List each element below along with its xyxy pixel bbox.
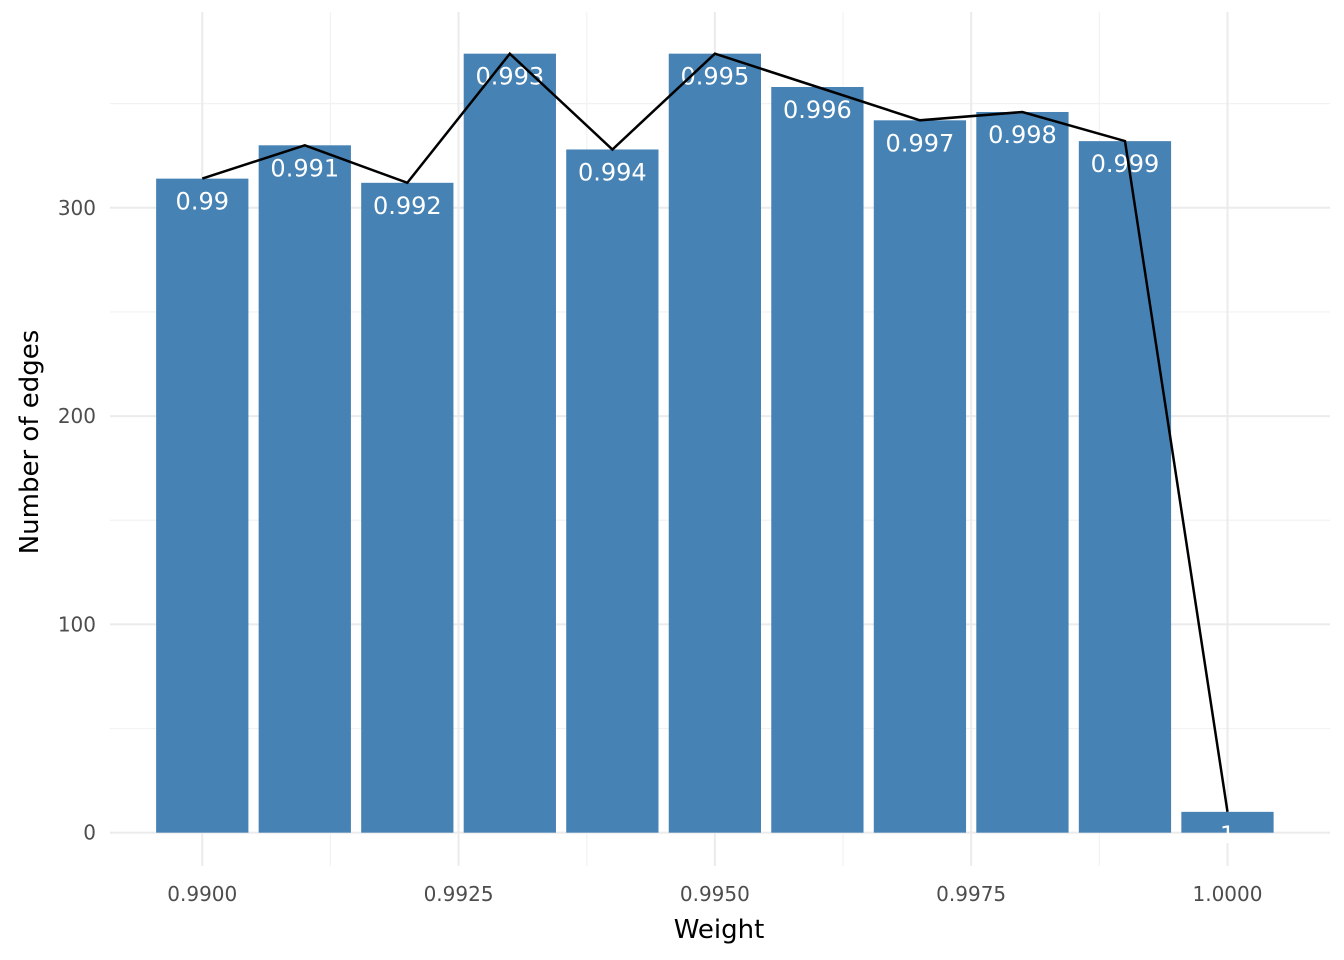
x-tick-label: 0.9925: [424, 882, 494, 906]
bar: [976, 111, 1069, 833]
bar: [361, 182, 454, 833]
bar: [566, 149, 659, 833]
y-tick-label: 300: [58, 196, 96, 220]
bar-label: 0.996: [783, 96, 852, 124]
y-tick-label: 200: [58, 404, 96, 428]
bar-label: 1: [1220, 821, 1235, 849]
bar: [1078, 141, 1172, 833]
bar-label: 0.997: [886, 129, 955, 157]
x-axis-title: Weight: [674, 915, 765, 945]
x-tick-label: 0.9900: [167, 882, 237, 906]
bar: [771, 86, 864, 833]
y-axis-ticks: 0 100 200 300: [58, 196, 96, 845]
x-tick-label: 1.0000: [1192, 882, 1262, 906]
bars: [156, 53, 1274, 833]
trend-line: [201, 51, 1229, 812]
x-tick-label: 0.9950: [680, 882, 750, 906]
bar-label: 0.999: [1091, 150, 1160, 178]
y-tick-label: 0: [83, 821, 96, 845]
x-axis-ticks: 0.9900 0.9925 0.9950 0.9975 1.0000: [167, 882, 1262, 906]
bar-label: 0.99: [176, 188, 229, 216]
bar: [156, 178, 249, 833]
bar-label: 0.991: [270, 154, 339, 182]
y-tick-label: 100: [58, 612, 96, 636]
bar: [463, 53, 556, 833]
y-axis-title: Number of edges: [15, 330, 45, 555]
bar-label: 0.998: [988, 121, 1057, 149]
bar: [668, 53, 762, 833]
bar-label: 0.994: [578, 158, 647, 186]
bar: [258, 145, 351, 833]
bar-label: 0.992: [373, 192, 442, 220]
bar: [1181, 811, 1274, 833]
bar: [873, 120, 967, 833]
x-tick-label: 0.9975: [936, 882, 1006, 906]
